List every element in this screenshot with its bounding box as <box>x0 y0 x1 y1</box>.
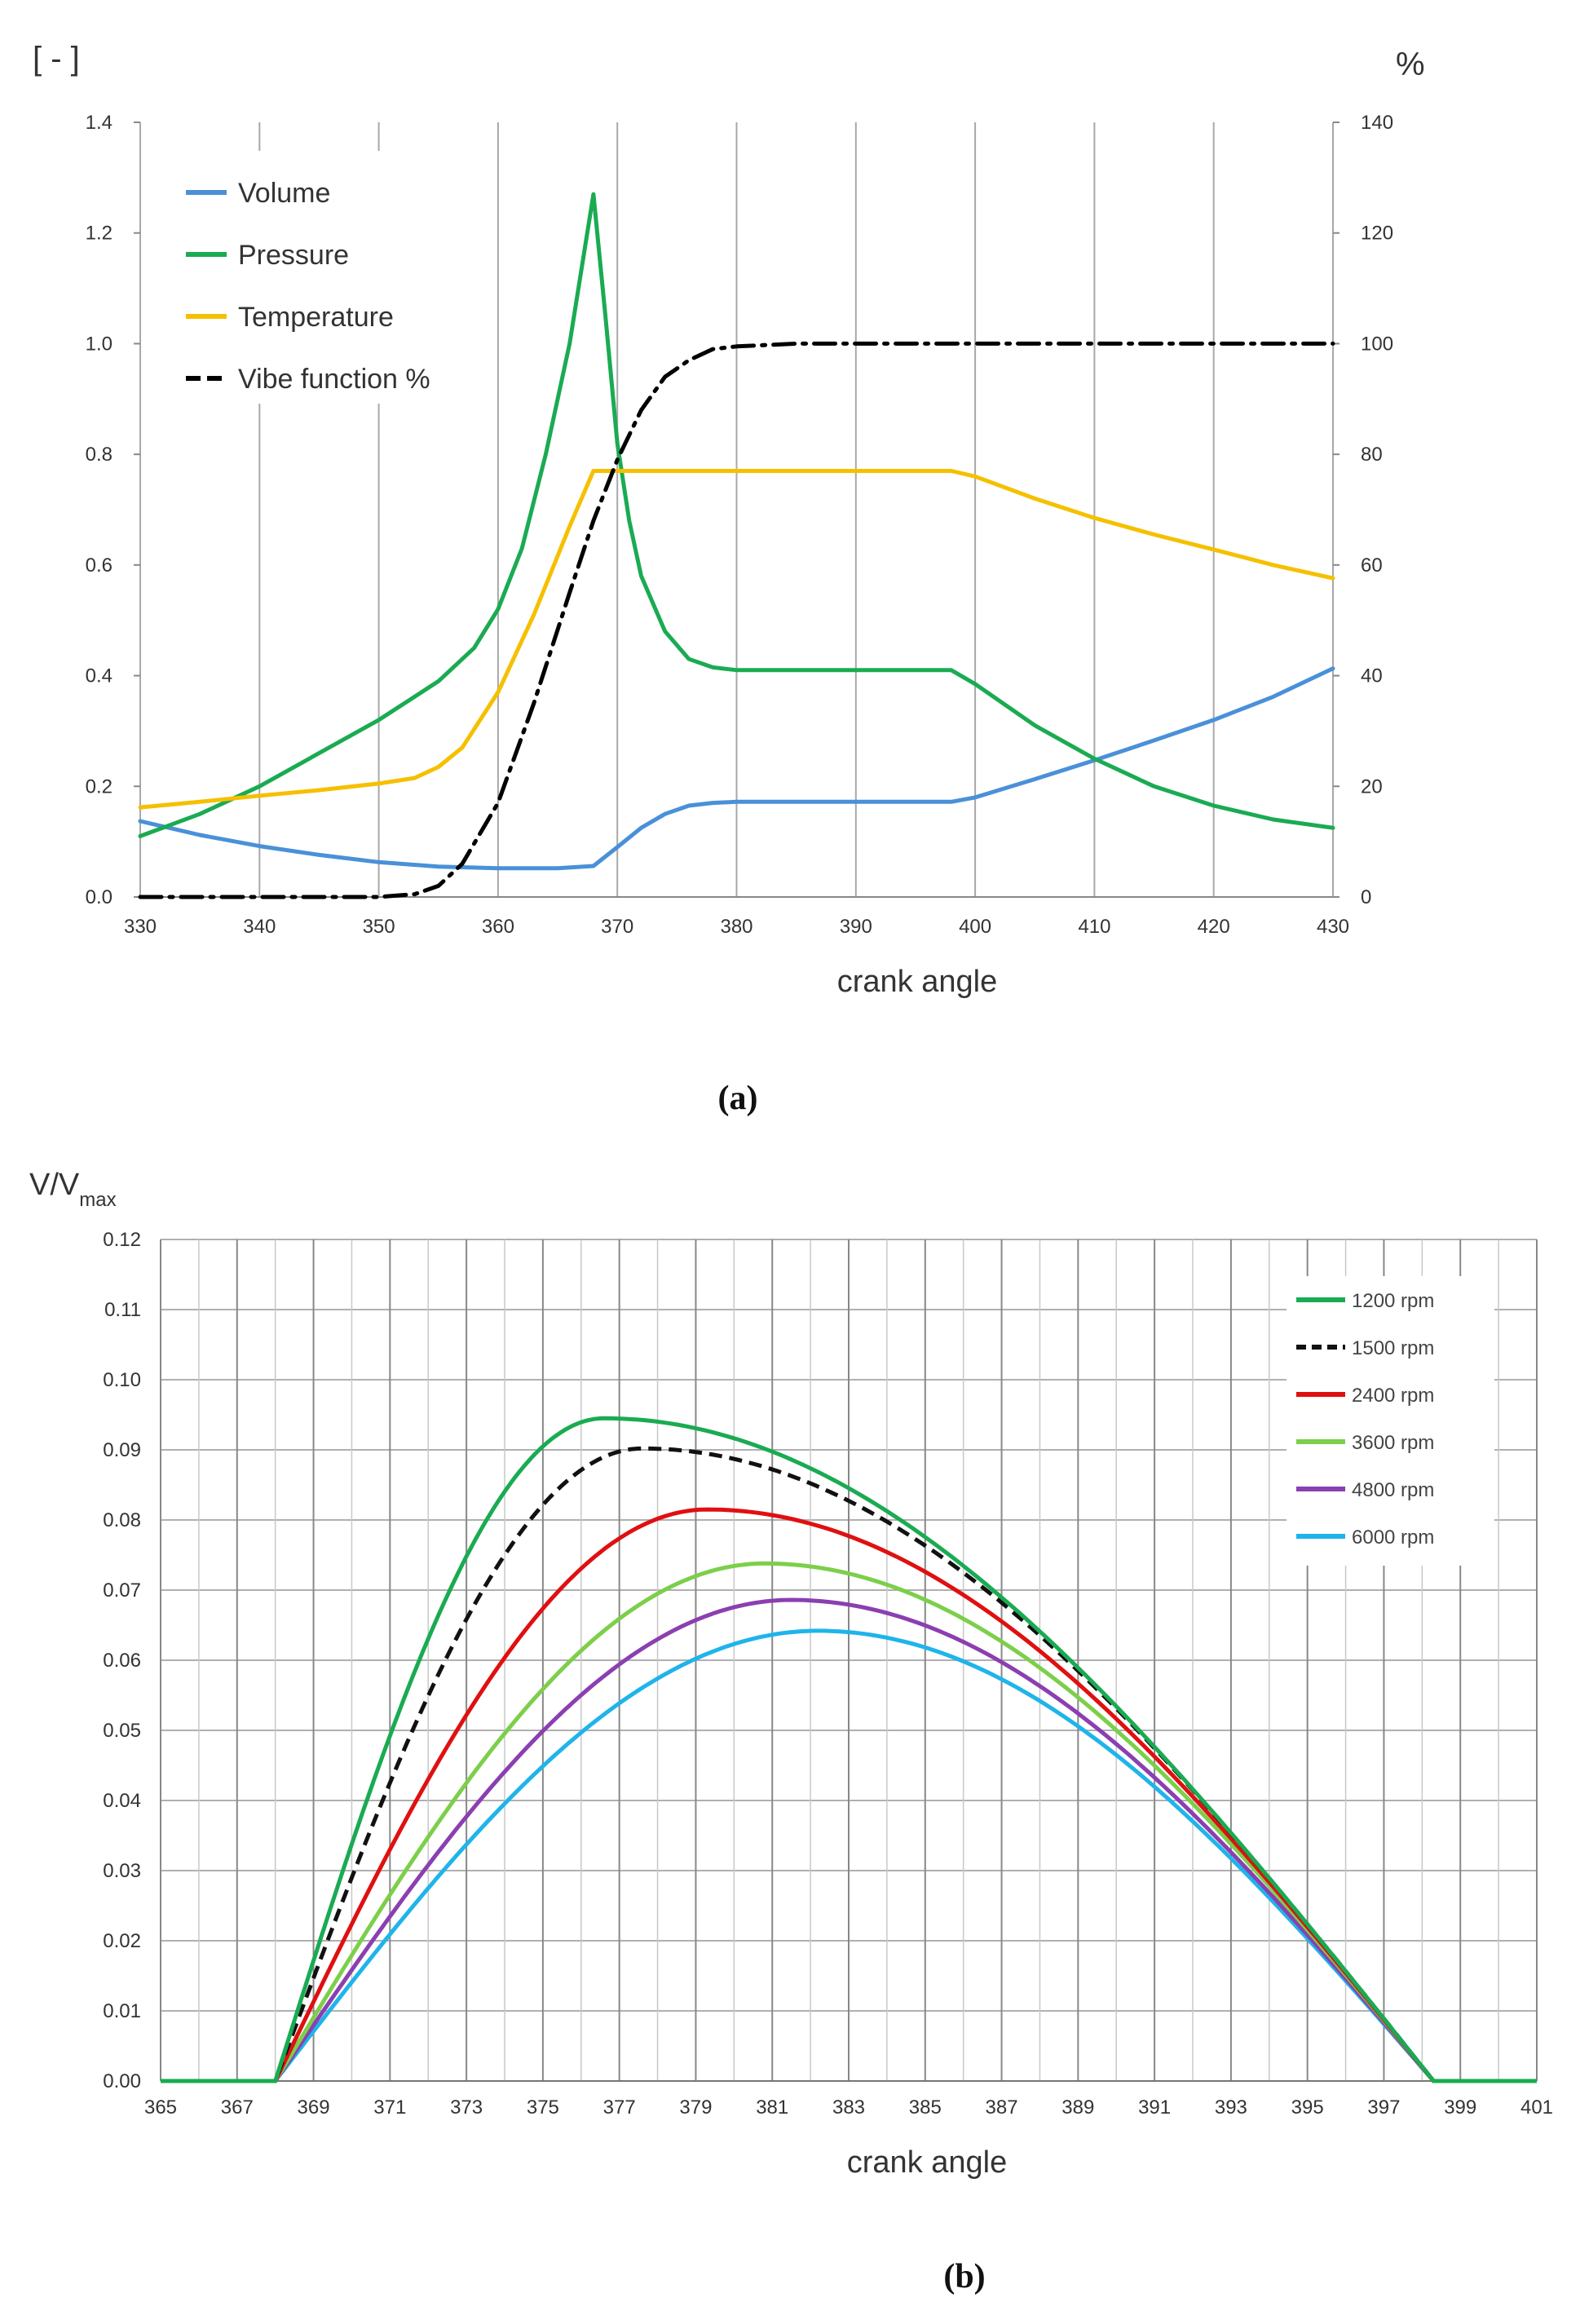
chart-a-x-tick: 420 <box>1198 916 1230 938</box>
chart-b-series-line <box>161 1561 1537 2083</box>
chart-b-x-tick: 387 <box>986 2096 1018 2119</box>
chart-b-x-tick: 393 <box>1215 2096 1247 2119</box>
chart-a-x-tick: 380 <box>720 916 752 938</box>
chart-b-legend-label: 4800 rpm <box>1352 1479 1434 1501</box>
chart-b-x-tick: 389 <box>1061 2096 1094 2119</box>
chart-a-y-tick-right: 120 <box>1361 223 1393 245</box>
chart-b-y-tick: 0.11 <box>104 1299 141 1321</box>
chart-a-x-tick: 330 <box>124 916 157 938</box>
chart-a-legend-label: Temperature <box>238 302 394 333</box>
chart-b-x-tick: 383 <box>832 2096 865 2119</box>
chart-a-xlabel: crank angle <box>837 965 997 999</box>
chart-a-x-tick: 350 <box>363 916 395 938</box>
chart-a: [ - ] % crank angle (a) 330 340 350 360 370 3… <box>33 41 1425 1117</box>
chart-a-x-tick: 430 <box>1317 916 1349 938</box>
chart-a-x-tick: 400 <box>959 916 991 938</box>
chart-b-x-tick: 397 <box>1367 2096 1400 2119</box>
chart-b-x-tick: 371 <box>373 2096 406 2119</box>
chart-b-y-tick: 0.09 <box>103 1439 141 1461</box>
chart-a-y-tick-left: 0.2 <box>86 775 113 797</box>
chart-a-legend-label: Vibe function % <box>238 364 430 395</box>
chart-b-series-line <box>161 1416 1537 2083</box>
chart-b-series-line <box>161 1507 1537 2083</box>
chart-b-legend-label: 3600 rpm <box>1352 1432 1434 1454</box>
chart-b-y-tick: 0.10 <box>103 1369 141 1391</box>
chart-a-x-tick: 410 <box>1078 916 1110 938</box>
chart-a-ylabel-right: % <box>1396 46 1425 82</box>
chart-b-ylabel-main: V/V <box>29 1168 80 1202</box>
chart-a-y-tick-right: 140 <box>1361 112 1393 134</box>
chart-b-x-tick: 381 <box>756 2096 788 2119</box>
chart-b-x-tick: 379 <box>679 2096 712 2119</box>
chart-b-y-tick: 0.05 <box>103 1720 141 1742</box>
chart-b-y-tick: 0.08 <box>103 1509 141 1531</box>
chart-a-y-tick-right: 20 <box>1361 775 1383 797</box>
chart-a-y-tick-right: 100 <box>1361 333 1393 355</box>
chart-b-x-tick: 385 <box>909 2096 942 2119</box>
chart-a-x-tick: 340 <box>243 916 276 938</box>
chart-b-xlabel: crank angle <box>847 2145 1007 2180</box>
chart-a-legend-label: Pressure <box>238 240 349 271</box>
chart-b-panel-label: (b) <box>943 2258 985 2295</box>
chart-b-series-line <box>161 1597 1537 2083</box>
chart-b-y-tick: 0.06 <box>103 1650 141 1672</box>
chart-b-x-tick: 367 <box>221 2096 254 2119</box>
chart-a-y-tick-left: 1.4 <box>86 112 113 134</box>
chart-b-x-tick: 369 <box>298 2096 330 2119</box>
chart-b-y-tick: 0.03 <box>103 1860 141 1882</box>
chart-b-y-tick: 0.12 <box>103 1229 141 1251</box>
chart-b-x-tick: 377 <box>603 2096 636 2119</box>
chart-a-y-tick-right: 0 <box>1361 886 1371 908</box>
chart-a-series-line <box>138 192 1335 838</box>
chart-b-y-tick: 0.02 <box>103 1930 141 1952</box>
chart-b-x-tick: 391 <box>1138 2096 1171 2119</box>
chart-a-x-tick: 370 <box>601 916 633 938</box>
chart-b-x-tick: 365 <box>144 2096 177 2119</box>
chart-b-legend-label: 2400 rpm <box>1352 1385 1434 1407</box>
chart-a-y-tick-right: 80 <box>1361 444 1383 466</box>
chart-b-y-tick: 0.01 <box>103 2000 141 2022</box>
chart-b-x-tick: 375 <box>527 2096 559 2119</box>
chart-b-y-tick: 0.04 <box>103 1790 141 1812</box>
chart-a-y-tick-left: 1.2 <box>86 223 113 245</box>
chart-b-ylabel-sub: max <box>79 1189 116 1211</box>
chart-b-y-tick: 0.07 <box>103 1580 141 1602</box>
chart-b-x-tick: 373 <box>450 2096 483 2119</box>
chart-b: V/Vmax crank angle (b) 0.00 0.01 0.02 0.03 0… <box>29 1168 1553 2295</box>
chart-a-x-tick: 360 <box>482 916 514 938</box>
chart-b-legend-label: 6000 rpm <box>1352 1527 1434 1549</box>
chart-a-series-line <box>138 341 1335 899</box>
chart-a-ylabel-left: [ - ] <box>33 41 80 77</box>
chart-b-x-tick: 395 <box>1291 2096 1324 2119</box>
chart-b-y-tick: 0.00 <box>103 2070 141 2092</box>
chart-b-ylabel: V/Vmax <box>29 1168 117 1211</box>
chart-a-y-tick-right: 60 <box>1361 554 1383 577</box>
chart-b-legend-label: 1500 rpm <box>1352 1337 1434 1359</box>
chart-a-y-tick-left: 1.0 <box>86 333 113 355</box>
chart-b-x-tick: 401 <box>1520 2096 1553 2119</box>
chart-a-y-tick-right: 40 <box>1361 665 1383 687</box>
chart-a-legend-label: Volume <box>238 178 330 209</box>
chart-a-y-tick-left: 0.4 <box>86 665 113 687</box>
chart-b-legend-label: 1200 rpm <box>1352 1290 1434 1312</box>
chart-a-panel-label: (a) <box>718 1080 758 1117</box>
chart-a-y-tick-left: 0.6 <box>86 554 113 577</box>
chart-a-y-tick-left: 0.0 <box>86 886 113 908</box>
chart-b-legend-box <box>1287 1276 1494 1566</box>
chart-b-x-tick: 399 <box>1444 2096 1476 2119</box>
chart-a-y-tick-left: 0.8 <box>86 444 113 466</box>
chart-b-series-line <box>161 1628 1537 2083</box>
chart-a-x-tick: 390 <box>840 916 872 938</box>
chart-a-series-line <box>138 469 1335 810</box>
